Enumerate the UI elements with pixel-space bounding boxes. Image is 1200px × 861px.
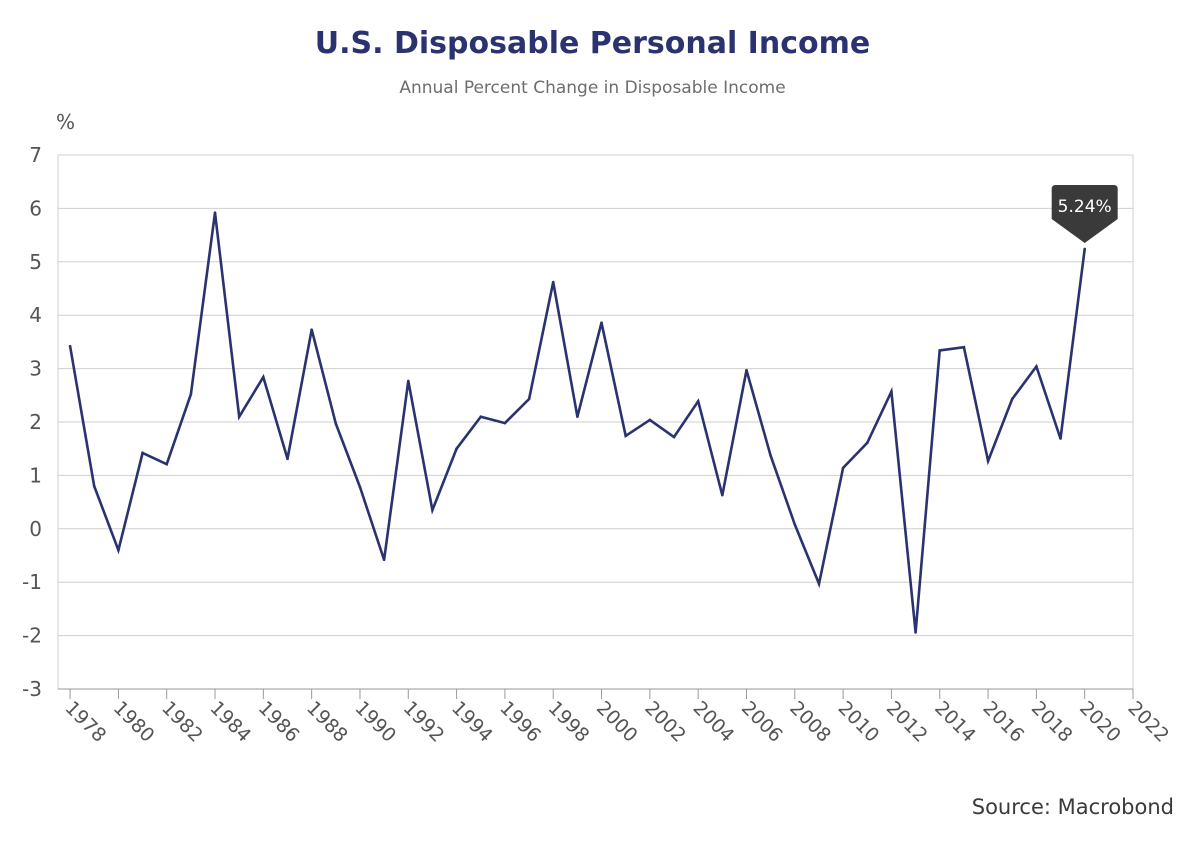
data-point xyxy=(431,508,434,512)
y-tick-label: 6 xyxy=(29,196,42,220)
data-point xyxy=(865,441,869,445)
x-tick-label: 2008 xyxy=(785,697,835,747)
data-point xyxy=(600,321,603,324)
data-point xyxy=(286,457,289,461)
chart-subtitle: Annual Percent Change in Disposable Inco… xyxy=(399,78,786,98)
data-point xyxy=(68,344,72,348)
x-tick-labels: 1978198019821984198619881990199219941996… xyxy=(61,697,1174,747)
y-axis-unit-label: % xyxy=(56,110,76,134)
x-tick-label: 1980 xyxy=(109,697,159,747)
annotation-callout xyxy=(1051,184,1118,243)
data-point xyxy=(165,462,169,466)
y-tick-label: -1 xyxy=(22,570,42,594)
x-tick-label: 1978 xyxy=(61,697,111,747)
x-tick-label: 2000 xyxy=(592,697,642,747)
x-tick-label: 1982 xyxy=(157,697,207,747)
data-point xyxy=(406,379,410,383)
data-point xyxy=(479,415,483,418)
data-point xyxy=(527,397,531,401)
annotation-label: 5.24% xyxy=(1058,197,1112,217)
data-point xyxy=(769,454,772,457)
x-tick-label: 2016 xyxy=(979,697,1029,747)
series-line-0 xyxy=(68,212,1086,633)
annotations: 5.24% xyxy=(1051,184,1118,243)
data-point xyxy=(745,368,748,372)
x-tick-label: 1984 xyxy=(205,697,255,747)
chart-title: U.S. Disposable Personal Income xyxy=(314,26,871,61)
data-point xyxy=(914,631,917,634)
data-point xyxy=(793,523,797,526)
data-point xyxy=(141,451,144,455)
x-tick-label: 1986 xyxy=(254,697,304,747)
x-tick-label: 2010 xyxy=(834,697,884,747)
x-tick-label: 1988 xyxy=(302,697,352,747)
x-tick-label: 1992 xyxy=(399,697,449,747)
data-point xyxy=(1059,437,1062,440)
x-tick-label: 2006 xyxy=(737,697,787,747)
y-tick-label: 0 xyxy=(29,517,42,541)
x-tick-label: 1994 xyxy=(447,697,497,747)
data-point xyxy=(382,558,386,562)
x-tick-label: 2020 xyxy=(1075,697,1125,747)
data-point xyxy=(551,280,555,284)
data-point xyxy=(1035,365,1038,368)
x-tick-label: 1990 xyxy=(350,697,400,747)
data-point xyxy=(1083,247,1086,251)
data-point xyxy=(262,375,265,379)
data-point xyxy=(962,345,966,349)
y-tick-label: -3 xyxy=(22,677,42,701)
y-tick-label: 3 xyxy=(29,357,42,381)
data-point xyxy=(721,493,724,497)
data-point xyxy=(237,415,241,418)
data-point xyxy=(334,422,338,425)
y-tick-labels: 7 6 5 4 3 2 1 0 -1 -2 -3 xyxy=(22,143,42,701)
gridlines xyxy=(58,154,1133,690)
data-point xyxy=(117,548,120,552)
data-point xyxy=(1010,397,1014,401)
data-point xyxy=(310,328,313,331)
y-tick-label: 1 xyxy=(29,463,42,487)
source-note: Source: Macrobond xyxy=(971,795,1174,819)
data-point xyxy=(890,390,893,393)
y-tick-label: 4 xyxy=(29,303,42,327)
x-tick-label: 1996 xyxy=(495,697,545,747)
data-point xyxy=(92,484,96,488)
data-point xyxy=(841,466,845,470)
y-tick-label: 5 xyxy=(29,250,42,274)
data-point xyxy=(189,392,193,396)
x-tick-label: 2022 xyxy=(1123,697,1173,747)
series-lines xyxy=(68,211,1086,634)
y-tick-label: 2 xyxy=(29,410,42,434)
x-tick-label: 1998 xyxy=(544,697,594,747)
data-point xyxy=(986,459,990,463)
data-point xyxy=(648,418,652,422)
data-point xyxy=(358,485,362,489)
y-tick-label: -2 xyxy=(22,624,42,648)
data-point xyxy=(213,211,217,214)
data-point xyxy=(503,421,507,425)
x-tick-label: 2014 xyxy=(930,697,980,747)
data-point xyxy=(455,447,458,451)
data-point xyxy=(696,399,700,403)
data-point xyxy=(576,415,579,418)
y-tick-label: 7 xyxy=(29,143,42,167)
data-point xyxy=(672,435,676,439)
x-tick-label: 2004 xyxy=(689,697,739,747)
data-point xyxy=(817,582,821,586)
data-point xyxy=(624,434,627,438)
x-tick-label: 2018 xyxy=(1027,697,1077,747)
x-tick-label: 2002 xyxy=(640,697,690,747)
x-tick-label: 2012 xyxy=(882,697,932,747)
axes xyxy=(57,154,1134,699)
data-point xyxy=(938,349,942,352)
